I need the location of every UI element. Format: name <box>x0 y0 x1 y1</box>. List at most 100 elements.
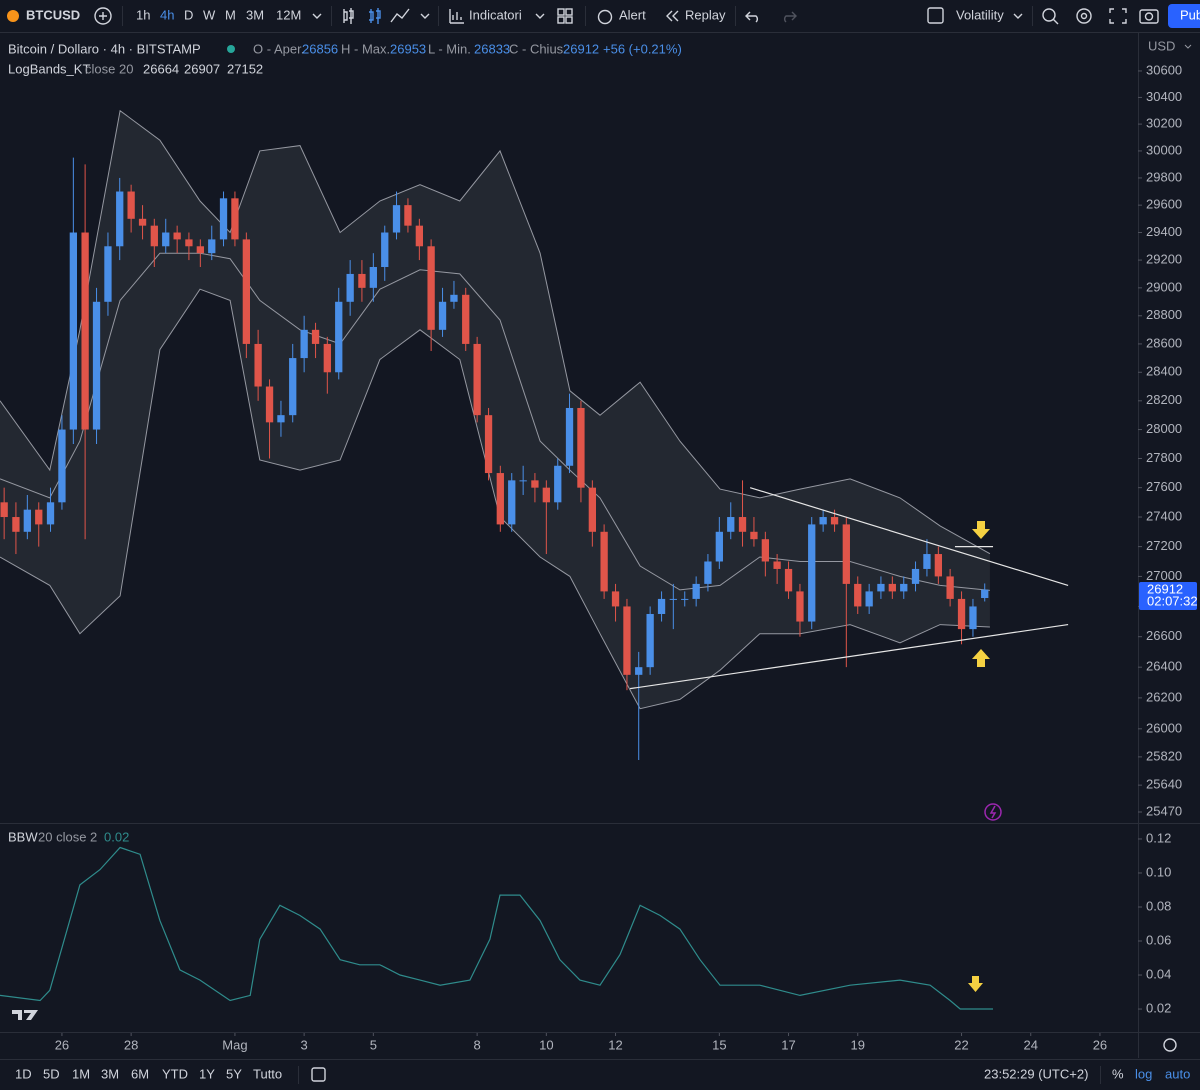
trendline <box>629 623 1069 690</box>
candle-body <box>588 487 597 532</box>
redo-button[interactable] <box>784 11 797 23</box>
range-button[interactable]: 1M <box>72 1066 90 1081</box>
x-tick-label: 5 <box>370 1037 377 1052</box>
candle-body <box>392 205 401 233</box>
low-value: 26833 <box>474 41 510 56</box>
interval-menu[interactable] <box>312 13 322 19</box>
x-tick-label: 12 <box>608 1037 622 1052</box>
candle-style-button[interactable] <box>369 8 381 24</box>
trendline <box>749 487 1069 586</box>
snapshot-button[interactable] <box>1139 9 1159 24</box>
layout-name[interactable]: Volatility <box>956 7 1004 22</box>
candle-body <box>81 232 89 430</box>
range-button[interactable]: 6M <box>131 1066 149 1081</box>
candle-body <box>946 576 954 599</box>
candle-body <box>219 198 228 240</box>
interval[interactable]: 12M <box>276 7 301 22</box>
layout-menu[interactable] <box>1013 13 1023 19</box>
y-tick-label: 28400 <box>1146 364 1182 379</box>
candle-body <box>438 301 447 330</box>
compare-button[interactable] <box>94 7 112 25</box>
candle-body <box>381 232 389 268</box>
candle-body <box>623 606 631 675</box>
symbol[interactable]: BTCUSD <box>26 7 80 22</box>
y-tick-label: 29600 <box>1146 197 1182 212</box>
open-value: 26856 <box>302 41 338 56</box>
publish-button[interactable] <box>1168 4 1200 28</box>
alert-icon <box>597 9 613 25</box>
range-button[interactable]: 3M <box>101 1066 119 1081</box>
range-button[interactable]: 1Y <box>199 1066 215 1081</box>
band-lower <box>0 288 990 710</box>
search-button[interactable] <box>1042 8 1056 22</box>
range-button[interactable]: YTD <box>162 1066 188 1081</box>
indicators-menu[interactable] <box>535 13 545 19</box>
candle-body <box>473 343 481 416</box>
y-tick-label: 30000 <box>1146 142 1182 157</box>
y-tick-label: 0.02 <box>1146 1000 1171 1015</box>
settings-button[interactable] <box>1076 8 1092 24</box>
range-button[interactable]: 5Y <box>226 1066 242 1081</box>
y-tick-label: 28600 <box>1146 335 1182 350</box>
range-button[interactable]: 1D <box>15 1066 32 1081</box>
auto-button[interactable]: auto <box>1165 1066 1190 1081</box>
candle-body <box>300 329 308 359</box>
arrow-down <box>968 976 983 992</box>
currency-menu[interactable] <box>1184 44 1192 49</box>
band-middle <box>0 252 990 591</box>
candle-body <box>784 568 793 592</box>
candle-body <box>415 225 424 247</box>
interval-active[interactable]: 4h <box>160 7 174 22</box>
log-button[interactable]: log <box>1135 1066 1152 1081</box>
date-range-button[interactable] <box>311 1067 326 1082</box>
candle-body <box>692 583 700 599</box>
candle-body <box>923 554 931 569</box>
candle-body <box>496 473 504 525</box>
candle-body <box>888 583 896 592</box>
fullscreen-button[interactable] <box>1109 8 1127 24</box>
x-tick-label: 3 <box>301 1037 308 1052</box>
replay-icon <box>666 10 679 22</box>
candle-body <box>173 232 181 240</box>
time-settings[interactable] <box>1163 1038 1177 1052</box>
chart-style-menu[interactable] <box>420 13 430 19</box>
candle-body <box>323 343 331 373</box>
y-tick-label: 28200 <box>1146 392 1182 407</box>
arrow-up <box>972 649 990 667</box>
publish-label[interactable]: Pub <box>1180 7 1200 22</box>
interval[interactable]: M <box>225 7 236 22</box>
replay-button[interactable]: Replay <box>685 7 726 22</box>
candle-body <box>957 598 966 630</box>
percent-button[interactable]: % <box>1112 1066 1124 1081</box>
candle-body <box>808 524 816 622</box>
layouts-button[interactable] <box>557 8 565 16</box>
bottom-bar: 1D 5D 1M 3M 6M YTD 1Y 5Y Tutto 23:52:29 … <box>15 1066 1190 1084</box>
indicators-button[interactable]: Indicatori <box>469 7 522 22</box>
y-tick-label: 28000 <box>1146 421 1182 436</box>
y-tick-label: 25820 <box>1146 748 1182 763</box>
bar-style-button[interactable] <box>343 8 354 24</box>
line-style-button[interactable] <box>390 8 410 23</box>
candle-body <box>542 487 550 503</box>
candle-body <box>127 191 135 219</box>
interval[interactable]: 1h <box>136 7 150 22</box>
candle-body <box>842 524 850 584</box>
range-button[interactable]: 5D <box>43 1066 60 1081</box>
candle-body <box>104 246 112 302</box>
candle-body <box>462 294 470 344</box>
range-button[interactable]: Tutto <box>253 1066 282 1081</box>
currency[interactable]: USD <box>1148 38 1175 53</box>
candle-body <box>657 598 666 614</box>
undo-button[interactable] <box>745 11 758 23</box>
y-tick-label: 27000 <box>1146 568 1182 583</box>
interval[interactable]: W <box>203 7 216 22</box>
interval[interactable]: D <box>184 7 193 22</box>
alert-badge[interactable] <box>984 803 1002 821</box>
interval[interactable]: 3M <box>246 7 264 22</box>
alert-button[interactable]: Alert <box>619 7 646 22</box>
candle-body <box>969 606 977 630</box>
symbol-icon <box>7 10 19 22</box>
x-tick-label: Mag <box>222 1037 247 1052</box>
candle-body <box>150 225 158 247</box>
candle-body <box>565 407 574 466</box>
